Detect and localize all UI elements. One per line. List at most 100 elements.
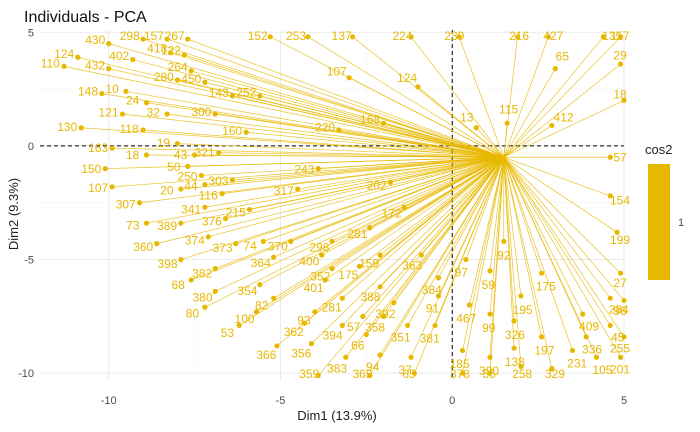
point-label: 154	[610, 194, 630, 208]
point-label: 175	[536, 279, 556, 293]
point-segment	[63, 66, 504, 158]
data-point	[315, 372, 321, 379]
point-label: 360	[133, 240, 153, 254]
data-point	[367, 225, 373, 231]
point-label: 401	[304, 281, 324, 295]
data-point	[549, 122, 555, 129]
point-segment	[407, 157, 505, 326]
data-point	[246, 206, 253, 213]
point-label: 390	[479, 364, 499, 378]
point-segment	[125, 91, 504, 158]
point-label: 172	[382, 207, 402, 221]
point-segment	[112, 156, 504, 188]
point-label: 224	[392, 29, 412, 43]
data-point	[154, 241, 160, 247]
data-point	[212, 288, 218, 294]
data-point	[137, 200, 143, 206]
point-segment	[112, 147, 504, 158]
data-point	[549, 366, 555, 372]
point-label: 185	[450, 357, 470, 371]
point-label: 20	[160, 183, 174, 197]
data-point	[380, 313, 387, 319]
point-label: 45	[611, 330, 625, 344]
point-segment	[503, 157, 584, 315]
data-point	[130, 56, 136, 63]
data-point	[140, 127, 146, 133]
data-point	[377, 352, 383, 358]
point-label: 432	[85, 59, 105, 73]
point-label: 409	[579, 320, 599, 334]
point-label: 329	[545, 367, 565, 381]
point-segment	[469, 157, 505, 306]
data-point	[233, 241, 239, 247]
y-tick-label: -5	[24, 255, 34, 267]
data-point	[185, 163, 191, 169]
point-label: 362	[284, 325, 304, 339]
point-segment	[338, 129, 504, 158]
data-point	[257, 281, 263, 288]
point-label: 220	[315, 121, 335, 135]
data-point	[343, 354, 349, 360]
point-segment	[503, 157, 625, 338]
point-label: 267	[165, 29, 185, 43]
point-segment	[349, 77, 504, 158]
data-point	[212, 266, 218, 272]
point-label: 352	[310, 269, 330, 283]
point-segment	[503, 123, 508, 158]
point-segment	[403, 156, 504, 208]
point-segment	[222, 156, 504, 194]
point-segment	[489, 157, 505, 271]
point-label: 107	[88, 181, 108, 195]
x-tick-label: -5	[276, 395, 286, 407]
point-segment	[503, 157, 621, 358]
point-segment	[259, 95, 504, 158]
data-point	[459, 347, 466, 354]
data-point	[339, 322, 345, 329]
point-label: 317	[274, 184, 294, 198]
x-axis-ticks: -10 -5 0 5	[101, 395, 627, 407]
data-point	[367, 372, 373, 379]
point-label: 195	[513, 303, 533, 317]
data-point	[202, 79, 208, 85]
data-point	[164, 36, 170, 42]
point-label: 264	[168, 60, 188, 74]
point-label: 130	[57, 120, 77, 134]
y-tick-label: -10	[18, 368, 34, 380]
data-point	[219, 191, 225, 197]
point-label: 427	[543, 29, 563, 43]
point-segment	[462, 157, 505, 374]
point-label: 56	[482, 367, 496, 381]
point-segment	[503, 157, 522, 296]
data-point	[607, 295, 613, 301]
data-point	[243, 129, 249, 135]
point-label: 394	[323, 329, 343, 343]
data-point	[308, 341, 314, 347]
point-label: 135	[602, 29, 622, 43]
x-tick-label: 5	[621, 395, 627, 407]
point-segment	[379, 157, 505, 288]
point-label: 412	[554, 111, 574, 125]
point-segment	[503, 157, 515, 321]
point-segment	[166, 38, 504, 158]
point-segment	[177, 143, 504, 158]
point-label: 159	[359, 257, 379, 271]
data-points	[61, 34, 627, 379]
legend-color-bar	[648, 164, 670, 280]
point-label: 163	[88, 141, 108, 155]
point-label: 27	[613, 276, 627, 290]
point-segment	[476, 127, 505, 158]
point-label: 258	[512, 367, 532, 381]
point-segment	[187, 38, 504, 158]
point-segment	[393, 157, 505, 303]
data-point	[109, 184, 115, 190]
point-segment	[132, 59, 504, 158]
point-segment	[489, 157, 505, 315]
data-point	[312, 309, 318, 315]
x-axis-label: Dim1 (13.9%)	[297, 408, 376, 423]
point-label: 93	[297, 314, 311, 328]
y-axis-label: Dim2 (9.3%)	[6, 178, 21, 250]
data-point	[164, 111, 170, 117]
point-label: 250	[177, 169, 197, 183]
point-segment	[297, 156, 504, 190]
